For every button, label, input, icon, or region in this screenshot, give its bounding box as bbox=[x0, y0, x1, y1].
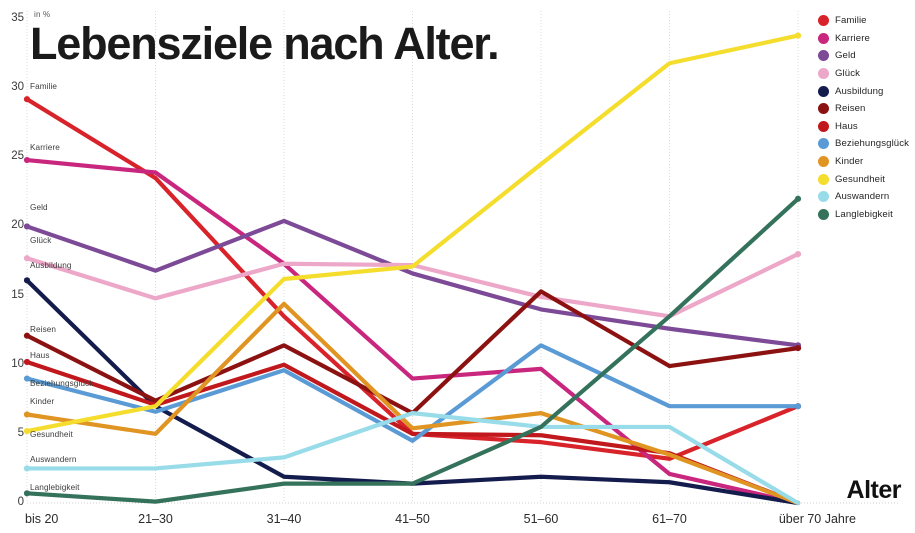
y-axis-unit-label: in % bbox=[34, 10, 51, 19]
legend-color-swatch-icon bbox=[818, 138, 829, 150]
legend-color-swatch-icon bbox=[818, 32, 829, 44]
y-axis-tick-label: 35 bbox=[11, 12, 24, 24]
series-endpoint-dot bbox=[23, 490, 31, 497]
series-endpoint-dot bbox=[23, 427, 31, 435]
legend-item-label: Familie bbox=[835, 15, 867, 27]
legend-item-ausbildung[interactable]: Ausbildung bbox=[818, 82, 915, 100]
legend-item-label: Ausbildung bbox=[835, 85, 884, 97]
series-endpoint-dot bbox=[23, 358, 31, 366]
legend-color-swatch-icon bbox=[818, 85, 829, 97]
series-endpoint-dot bbox=[23, 411, 31, 418]
legend-item-label: Kinder bbox=[835, 156, 864, 168]
legend-item-geld[interactable]: Geld bbox=[818, 47, 915, 65]
series-endpoint-dot bbox=[23, 223, 31, 230]
series-label-gl-ck: Glück bbox=[30, 236, 52, 245]
series-endpoint-dot bbox=[23, 465, 31, 472]
legend-color-swatch-icon bbox=[818, 103, 829, 115]
series-label-familie: Familie bbox=[30, 82, 58, 91]
series-line-kinder bbox=[24, 301, 801, 506]
legend-item-karriere[interactable]: Karriere bbox=[818, 30, 915, 48]
series-endpoint-dot bbox=[23, 332, 31, 339]
legend-item-reisen[interactable]: Reisen bbox=[818, 100, 915, 118]
series-label-haus: Haus bbox=[30, 351, 50, 360]
legend-item-langlebigkeit[interactable]: Langlebigkeit bbox=[818, 206, 915, 224]
series-label-geld: Geld bbox=[30, 203, 48, 212]
y-axis-tick-label: 25 bbox=[11, 150, 24, 163]
legend-item-label: Glück bbox=[835, 68, 861, 80]
legend-item-haus[interactable]: Haus bbox=[818, 118, 915, 136]
series-line-langlebigkeit bbox=[24, 196, 801, 504]
legend-item-beziehungsgl-ck[interactable]: Beziehungsglück bbox=[818, 135, 915, 153]
legend-color-swatch-icon bbox=[818, 68, 829, 80]
y-axis-tick-label: 20 bbox=[11, 219, 24, 232]
page-title: Lebensziele nach Alter. bbox=[30, 18, 500, 69]
y-axis-tick-label: 0 bbox=[17, 496, 24, 508]
x-axis-title: Alter bbox=[846, 476, 902, 504]
y-axis-tick-label: 30 bbox=[11, 81, 24, 94]
series-endpoint-dot bbox=[794, 250, 802, 258]
series-endpoint-dot bbox=[794, 345, 802, 352]
series-line-karriere bbox=[24, 157, 801, 506]
legend-item-kinder[interactable]: Kinder bbox=[818, 153, 915, 171]
legend-item-label: Gesundheit bbox=[835, 173, 886, 185]
x-axis-tick-label: 21–30 bbox=[138, 512, 173, 526]
legend-color-swatch-icon bbox=[818, 50, 829, 62]
series-endpoint-dot bbox=[23, 277, 31, 284]
x-axis-tick-label: 61–70 bbox=[652, 512, 687, 526]
series-line-geld bbox=[24, 218, 801, 348]
series-label-gesundheit: Gesundheit bbox=[30, 430, 73, 439]
legend-item-gesundheit[interactable]: Gesundheit bbox=[818, 170, 915, 188]
series-label-reisen: Reisen bbox=[30, 325, 57, 334]
legend-item-label: Reisen bbox=[835, 103, 866, 115]
series-endpoint-dot bbox=[794, 195, 802, 202]
series-label-langlebigkeit: Langlebigkeit bbox=[30, 483, 80, 492]
series-endpoint-dot bbox=[794, 32, 802, 39]
legend-color-swatch-icon bbox=[818, 156, 829, 168]
legend-item-familie[interactable]: Familie bbox=[818, 12, 915, 30]
y-axis-tick-label: 15 bbox=[11, 288, 24, 301]
legend-color-swatch-icon bbox=[818, 173, 829, 185]
x-axis-tick-label: 41–50 bbox=[395, 512, 430, 526]
series-line-beziehungsgl-ck bbox=[24, 343, 801, 443]
series-label-kinder: Kinder bbox=[30, 397, 55, 406]
series-endpoint-dot bbox=[23, 375, 31, 382]
legend-item-auswandern[interactable]: Auswandern bbox=[818, 188, 915, 206]
x-axis-tick-label: 31–40 bbox=[266, 512, 302, 526]
legend-item-label: Beziehungsglück bbox=[835, 138, 910, 150]
legend-item-label: Geld bbox=[835, 50, 856, 62]
series-label-beziehungsgl-ck: Beziehungsglück bbox=[30, 379, 94, 388]
legend-color-swatch-icon bbox=[818, 120, 829, 132]
y-axis-tick-label: 10 bbox=[11, 357, 24, 370]
series-endpoint-dot bbox=[23, 156, 31, 164]
series-label-ausbildung: Ausbildung bbox=[30, 261, 72, 270]
legend-item-label: Haus bbox=[835, 120, 858, 132]
legend-item-label: Auswandern bbox=[835, 191, 890, 203]
legend-item-label: Langlebigkeit bbox=[835, 208, 893, 220]
legend-item-gl-ck[interactable]: Glück bbox=[818, 65, 915, 83]
series-endpoint-dot bbox=[794, 403, 802, 410]
x-axis-tick-label: bis 20 bbox=[25, 512, 59, 526]
series-line-auswandern bbox=[24, 411, 801, 506]
series-lines bbox=[24, 33, 801, 506]
legend-color-swatch-icon bbox=[818, 15, 829, 27]
series-endpoint-dots bbox=[23, 32, 802, 497]
legend-color-swatch-icon bbox=[818, 208, 829, 220]
series-label-karriere: Karriere bbox=[30, 143, 60, 152]
chart-legend: Familie Karriere Geld Glück Ausbildung Reisen… bbox=[818, 12, 915, 223]
series-endpoint-dot bbox=[23, 96, 31, 103]
x-axis-tick-label: 51–60 bbox=[523, 512, 559, 526]
series-line-gesundheit bbox=[24, 33, 801, 434]
series-endpoint-dot bbox=[23, 255, 31, 262]
series-label-auswandern: Auswandern bbox=[30, 455, 77, 464]
y-axis-tick-label: 5 bbox=[17, 426, 24, 439]
legend-item-label: Karriere bbox=[835, 32, 870, 44]
legend-color-swatch-icon bbox=[818, 191, 829, 203]
x-axis-tick-label: über 70 Jahre bbox=[778, 512, 856, 526]
